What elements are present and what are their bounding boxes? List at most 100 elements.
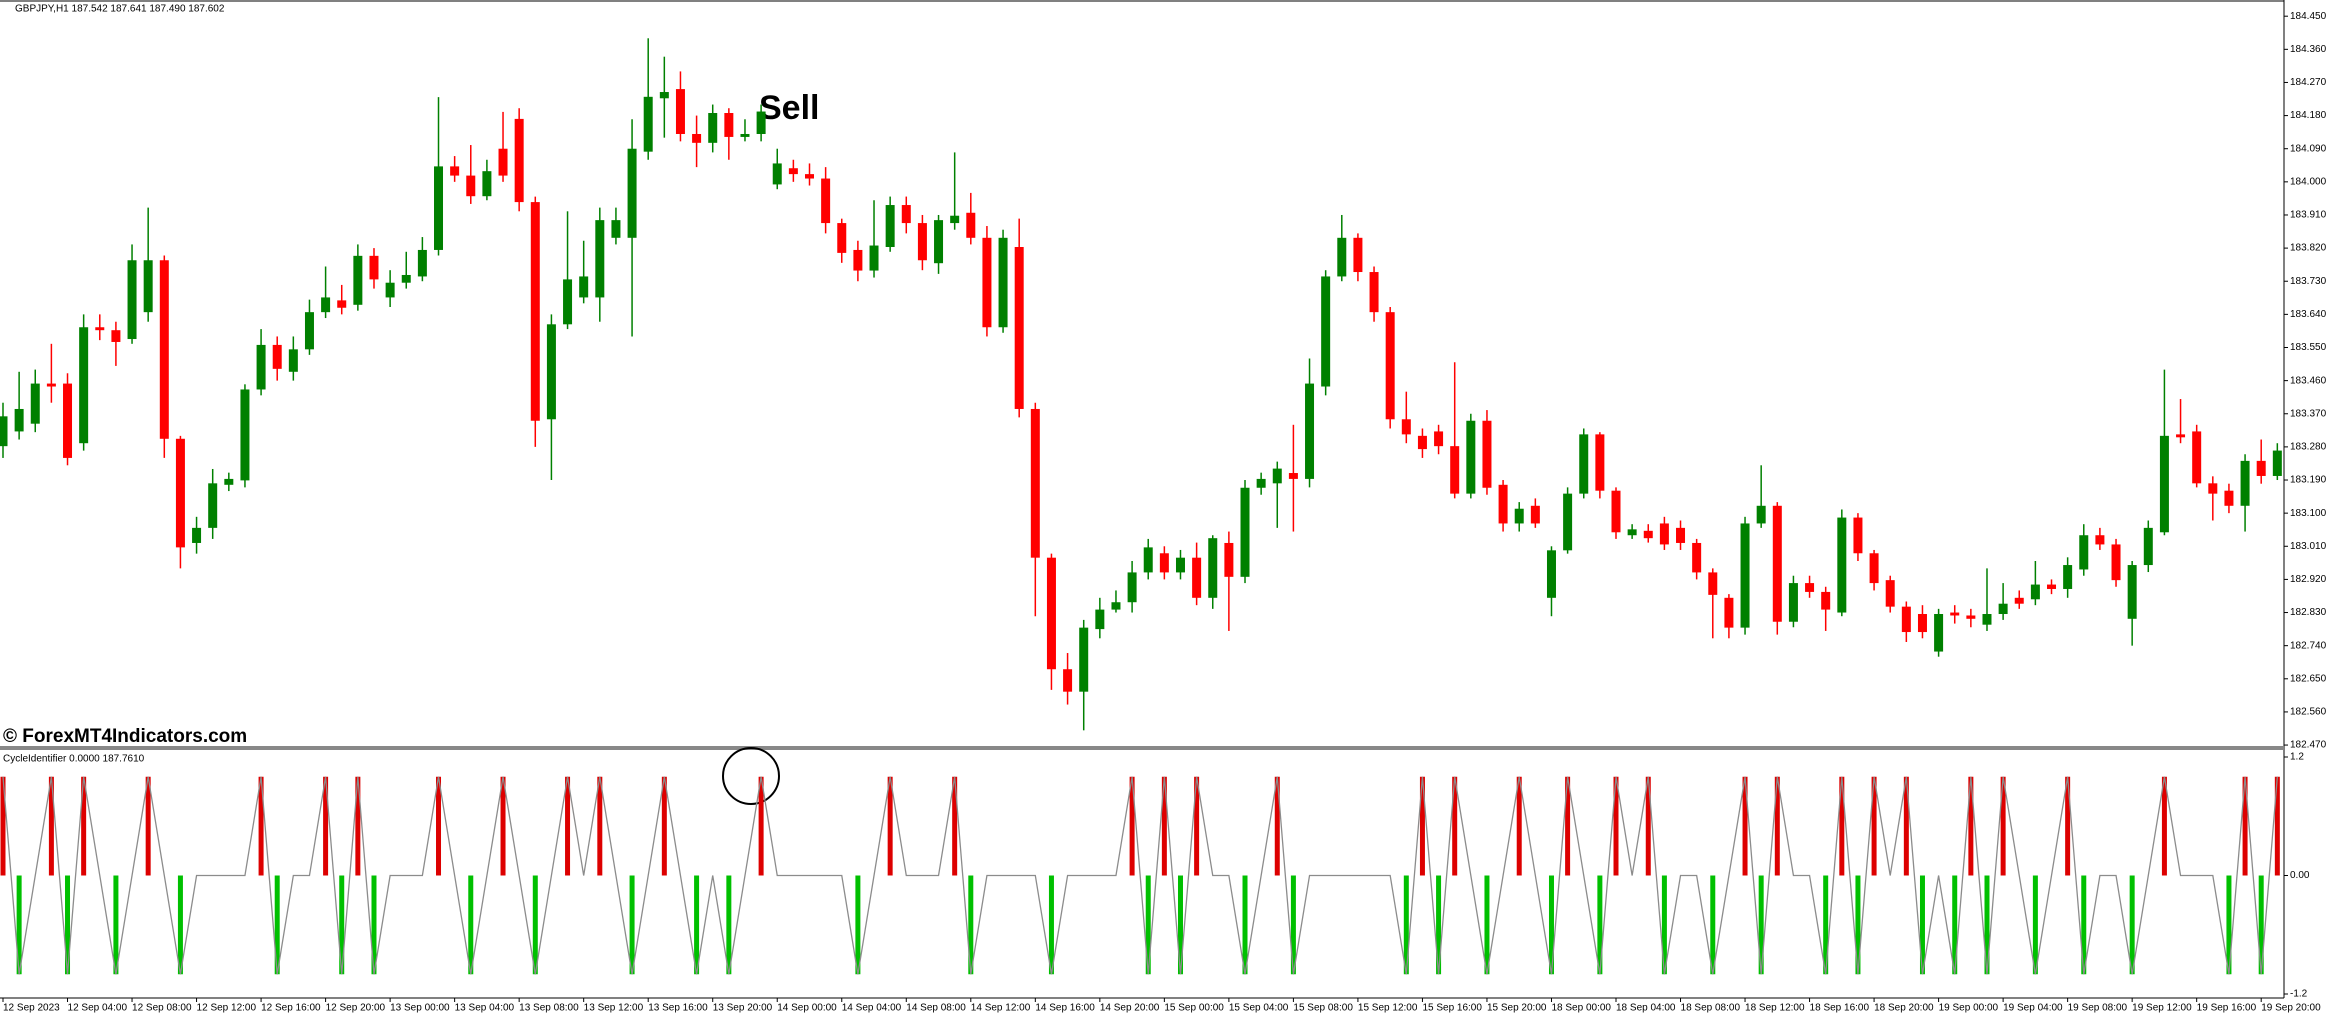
x-tick-label: 14 Sep 04:00 — [842, 1003, 902, 1014]
candle-body — [482, 171, 492, 197]
signal-bar — [1661, 875, 1667, 975]
x-tick-label: 14 Sep 16:00 — [1035, 1003, 1095, 1014]
candle-body — [256, 344, 266, 390]
signal-bar — [2161, 776, 2167, 876]
candle-body — [417, 249, 427, 277]
y-tick-label: 182.920 — [2290, 574, 2327, 585]
candle-body — [175, 438, 185, 548]
candle-body — [1998, 603, 2008, 615]
x-tick-label: 15 Sep 04:00 — [1229, 1003, 1289, 1014]
candle-body — [1740, 523, 1750, 628]
candle-body — [240, 389, 250, 481]
candle-body — [1934, 614, 1944, 652]
signal-bar — [1548, 875, 1554, 975]
signal-bar — [855, 875, 861, 975]
y-tick-label: -1.2 — [2290, 989, 2308, 1000]
candle-body — [1353, 237, 1363, 273]
candle-body — [1821, 591, 1831, 610]
candle-body — [1692, 542, 1702, 573]
candle-body — [805, 174, 814, 179]
candle-body — [1885, 580, 1895, 607]
x-tick-label: 14 Sep 00:00 — [777, 1003, 837, 1014]
signal-bar — [1855, 875, 1861, 975]
candle-body — [30, 383, 40, 424]
x-tick-label: 15 Sep 08:00 — [1293, 1003, 1353, 1014]
candle-body — [950, 215, 960, 224]
candle-body — [1837, 517, 1847, 613]
x-tick-label: 14 Sep 12:00 — [971, 1003, 1031, 1014]
x-tick-label: 14 Sep 20:00 — [1100, 1003, 1160, 1014]
signal-bar — [597, 776, 603, 876]
candle-body — [2240, 460, 2250, 506]
candle-body — [530, 202, 540, 421]
y-tick-label: 183.370 — [2290, 408, 2327, 419]
y-tick-label: 183.280 — [2290, 442, 2327, 453]
watermark: © ForexMT4Indicators.com — [3, 726, 247, 747]
candle-body — [1708, 572, 1718, 595]
candle-body — [1208, 538, 1218, 598]
candle-body — [2159, 435, 2169, 533]
candle-body — [1240, 487, 1250, 577]
y-tick-label: 182.650 — [2290, 673, 2327, 684]
candle-body — [885, 205, 895, 248]
signal-bar — [968, 875, 974, 975]
candle-body — [1514, 508, 1524, 524]
signal-bar — [1177, 875, 1183, 975]
x-tick-label: 18 Sep 20:00 — [1874, 1003, 1934, 1014]
signal-bar — [694, 875, 700, 975]
signal-bar — [2129, 875, 2135, 975]
candle-body — [321, 297, 331, 313]
y-tick-label: 183.550 — [2290, 342, 2327, 353]
candle-body — [79, 327, 89, 444]
signal-bar — [113, 875, 119, 975]
candle-body — [659, 92, 669, 99]
y-tick-label: 182.470 — [2290, 740, 2327, 751]
candle-body — [1498, 484, 1508, 524]
y-tick-label: 184.360 — [2290, 44, 2327, 55]
candle-body — [2047, 584, 2057, 589]
signal-bar — [1710, 875, 1716, 975]
candle-body — [917, 223, 927, 261]
signal-bar — [2032, 875, 2038, 975]
candle-body — [514, 118, 524, 203]
candle-body — [998, 237, 1008, 328]
signal-bar — [1274, 776, 1280, 876]
candle-body — [2079, 535, 2089, 570]
y-tick-label: 184.000 — [2290, 176, 2327, 187]
candle-body — [1772, 505, 1782, 622]
candle-body — [579, 276, 589, 298]
candle-body — [337, 300, 347, 308]
x-tick-label: 18 Sep 08:00 — [1681, 1003, 1741, 1014]
candle-body — [1643, 530, 1653, 539]
candle-body — [1159, 553, 1169, 573]
x-tick-label: 15 Sep 20:00 — [1487, 1003, 1547, 1014]
signal-bar — [1516, 776, 1522, 876]
signal-bar — [1436, 875, 1442, 975]
signal-bar — [1048, 875, 1054, 975]
candle-body — [1305, 383, 1315, 479]
x-tick-label: 12 Sep 20:00 — [326, 1003, 386, 1014]
signal-bar — [1194, 776, 1200, 876]
candle-body — [1256, 478, 1266, 488]
signal-bar — [1823, 875, 1829, 975]
signal-bar — [145, 776, 151, 876]
signal-bar — [2274, 776, 2280, 876]
candle-body — [450, 166, 460, 176]
candle-body — [369, 255, 379, 280]
candle-body — [401, 274, 411, 283]
candle-body — [1192, 557, 1202, 598]
signal-bar — [1565, 776, 1571, 876]
candle-body — [853, 249, 863, 271]
x-tick-label: 18 Sep 00:00 — [1551, 1003, 1611, 1014]
signal-bar — [629, 875, 635, 975]
candle-body — [837, 223, 847, 253]
candle-body — [1175, 557, 1185, 573]
candle-body — [288, 349, 298, 372]
x-tick-label: 15 Sep 00:00 — [1164, 1003, 1224, 1014]
candle-body — [901, 205, 911, 224]
candle-body — [224, 478, 234, 485]
x-tick-label: 13 Sep 00:00 — [390, 1003, 450, 1014]
candle-body — [1095, 609, 1105, 630]
candle-body — [2176, 434, 2186, 438]
signal-bar — [1984, 875, 1990, 975]
